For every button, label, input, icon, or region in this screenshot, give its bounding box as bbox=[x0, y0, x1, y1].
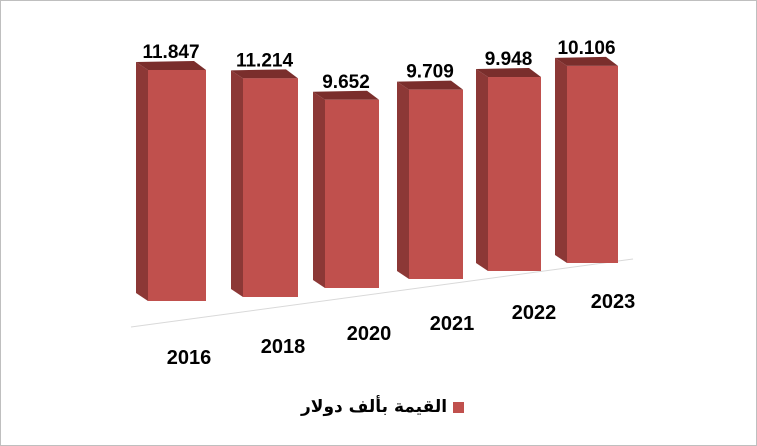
data-label: 9.948 bbox=[485, 49, 533, 70]
bar-top bbox=[476, 68, 541, 78]
bar-top bbox=[555, 56, 618, 66]
x-tick-label: 2023 bbox=[591, 291, 636, 313]
x-tick-label: 2016 bbox=[167, 347, 212, 369]
bar-top bbox=[136, 60, 206, 70]
bar-side bbox=[555, 57, 567, 263]
bar-top bbox=[231, 69, 298, 79]
bar-2023 bbox=[567, 65, 618, 263]
x-tick-label: 2018 bbox=[261, 336, 306, 358]
bar-top bbox=[397, 80, 463, 90]
data-label: 11.214 bbox=[236, 50, 293, 71]
x-tick-label: 2022 bbox=[512, 302, 557, 324]
bar-2020 bbox=[325, 99, 379, 288]
bar-2021 bbox=[409, 89, 463, 279]
legend: القيمة بألف دولار bbox=[301, 397, 465, 417]
data-label: 11.847 bbox=[142, 42, 199, 63]
bar-2022 bbox=[488, 77, 541, 271]
data-label: 10.106 bbox=[557, 38, 615, 59]
bar-side bbox=[397, 81, 409, 279]
bar-side bbox=[313, 91, 325, 288]
legend-label: القيمة بألف دولار bbox=[301, 397, 448, 417]
bar-top bbox=[313, 90, 379, 100]
data-label: 9.709 bbox=[406, 62, 454, 83]
x-tick-label: 2021 bbox=[430, 313, 475, 335]
bar-2018 bbox=[243, 78, 298, 298]
bar-2016 bbox=[148, 69, 206, 302]
bar-side bbox=[476, 69, 488, 271]
x-tick-label: 2020 bbox=[347, 323, 392, 345]
bar-side bbox=[231, 70, 243, 298]
floor-line bbox=[130, 258, 634, 328]
data-label: 9.652 bbox=[322, 72, 370, 93]
legend-swatch bbox=[453, 401, 465, 413]
bar-side bbox=[136, 61, 148, 301]
